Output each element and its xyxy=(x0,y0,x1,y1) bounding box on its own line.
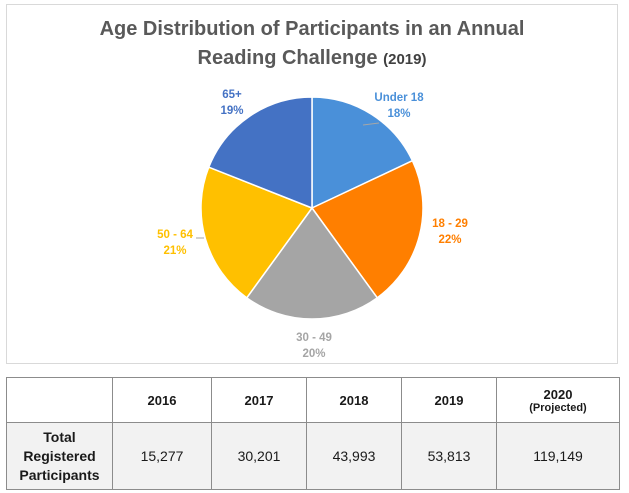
chart-title-year: (2019) xyxy=(383,51,427,68)
pie-slice-18-29 xyxy=(310,159,424,299)
table-row: Total Registered Participants 15,277 30,… xyxy=(6,422,620,490)
slice-category-label: 50 - 64 xyxy=(157,229,193,241)
pie-chart: Under 18 18% 18 - 29 22% 30 - 49 20% 50 - 64 21… xyxy=(157,89,468,360)
slice-percent-label: 19% xyxy=(220,105,243,117)
year-label: 2019 xyxy=(434,392,464,408)
row-header-cell: Total Registered Participants xyxy=(6,422,113,490)
table-header-2017: 2017 xyxy=(211,377,307,423)
leader-line xyxy=(362,122,380,126)
table-header-2016: 2016 xyxy=(112,377,212,423)
year-label: 2016 xyxy=(147,392,177,408)
pie-slice-30-49 xyxy=(245,206,379,320)
year-label: 2018 xyxy=(339,392,369,408)
chart-title: Age Distribution of Participants in an A… xyxy=(7,15,617,74)
pie-slice-under-18 xyxy=(311,96,414,210)
pie-chart-panel: Age Distribution of Participants in an A… xyxy=(6,4,618,364)
row-header-line: Registered xyxy=(23,447,96,464)
value-cell-2020: 119,149 xyxy=(496,422,620,490)
slice-category-label: 30 - 49 xyxy=(296,332,332,344)
projected-note: (Projected) xyxy=(529,401,587,414)
year-label: 2017 xyxy=(244,392,274,408)
slice-category-label: Under 18 xyxy=(374,92,424,104)
pie-slice-65- xyxy=(207,96,313,210)
participants-table: 2016 2017 2018 2019 2020 (Projected) Tot… xyxy=(6,377,620,490)
slice-percent-label: 22% xyxy=(438,234,461,246)
value-cell-2019: 53,813 xyxy=(401,422,497,490)
table-corner-cell xyxy=(6,377,113,423)
table-header-2018: 2018 xyxy=(306,377,402,423)
chart-title-line1: Age Distribution of Participants in an A… xyxy=(99,18,525,40)
slice-percent-label: 20% xyxy=(302,348,325,360)
table-header-2019: 2019 xyxy=(401,377,497,423)
row-header-line: Total xyxy=(43,428,76,445)
year-label: 2020 xyxy=(543,386,573,402)
slice-percent-label: 18% xyxy=(387,108,410,120)
row-header-line: Participants xyxy=(19,466,100,483)
slice-percent-label: 21% xyxy=(163,245,186,257)
value-cell-2017: 30,201 xyxy=(211,422,307,490)
slice-category-label: 18 - 29 xyxy=(432,218,468,230)
table-header-row: 2016 2017 2018 2019 2020 (Projected) xyxy=(6,377,620,423)
slice-category-label: 65+ xyxy=(222,89,242,101)
value-cell-2016: 15,277 xyxy=(112,422,212,490)
pie-slice-50-64 xyxy=(200,166,314,299)
table-header-2020: 2020 (Projected) xyxy=(496,377,620,423)
value-cell-2018: 43,993 xyxy=(306,422,402,490)
chart-title-line2: Reading Challenge xyxy=(197,47,378,69)
